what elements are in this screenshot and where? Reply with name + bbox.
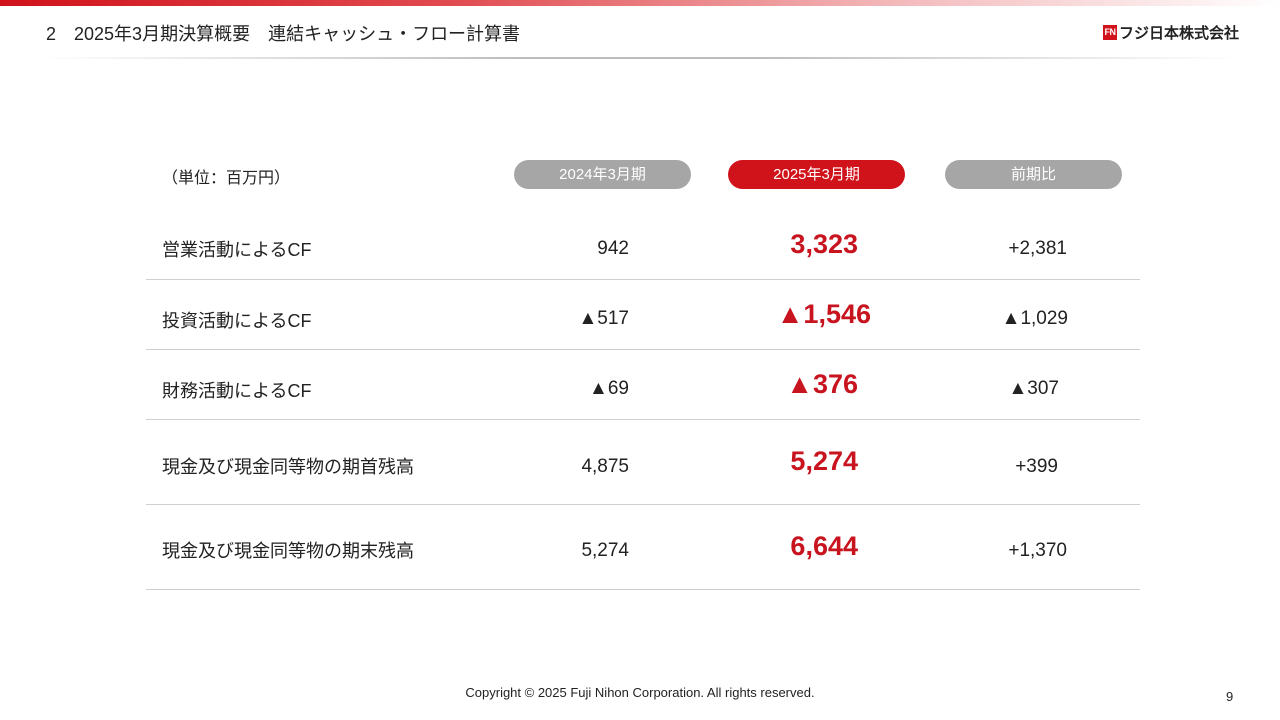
company-logo: FN フジ日本株式会社 [1103,22,1239,43]
row-value-prev: 942 [597,238,629,259]
copyright-footer: Copyright © 2025 Fuji Nihon Corporation.… [465,685,815,700]
row-value-diff: +399 [1015,456,1058,477]
row-label-investing-cf: 投資活動によるCF [162,311,312,331]
unit-label: （単位：百万円） [162,170,291,187]
column-header-yoy: 前期比 [945,160,1122,189]
row-label-financing-cf: 財務活動によるCF [162,381,312,401]
row-value-diff: +2,381 [1008,238,1067,259]
row-divider [146,504,1140,505]
column-header-fy2025: 2025年3月期 [728,160,905,189]
row-value-diff: ▲307 [1008,378,1059,399]
row-label-opening-cash: 現金及び現金同等物の期首残高 [162,457,414,477]
row-value-curr: 3,323 [790,229,858,259]
top-accent-bar [0,0,1280,6]
row-value-curr: 5,274 [790,446,858,476]
row-divider [146,349,1140,350]
page-title: 2 2025年3月期決算概要 連結キャッシュ・フロー計算書 [46,24,521,44]
row-value-diff: ▲1,029 [1001,308,1068,329]
row-value-prev: 5,274 [581,540,629,561]
row-divider [146,419,1140,420]
row-value-curr: ▲376 [786,369,858,399]
row-value-prev: ▲517 [578,308,629,329]
logo-mark-icon: FN [1103,25,1117,40]
row-value-prev: 4,875 [581,456,629,477]
row-value-curr: 6,644 [790,531,858,561]
row-label-operating-cf: 営業活動によるCF [162,240,312,260]
header-divider [40,57,1240,59]
column-header-fy2024: 2024年3月期 [514,160,691,189]
row-divider [146,589,1140,590]
row-value-diff: +1,370 [1008,540,1067,561]
logo-text: フジ日本株式会社 [1119,25,1240,42]
row-value-curr: ▲1,546 [776,299,871,329]
row-label-closing-cash: 現金及び現金同等物の期末残高 [162,541,414,561]
row-divider [146,279,1140,280]
page-number: 9 [1226,689,1234,704]
row-value-prev: ▲69 [589,378,629,399]
